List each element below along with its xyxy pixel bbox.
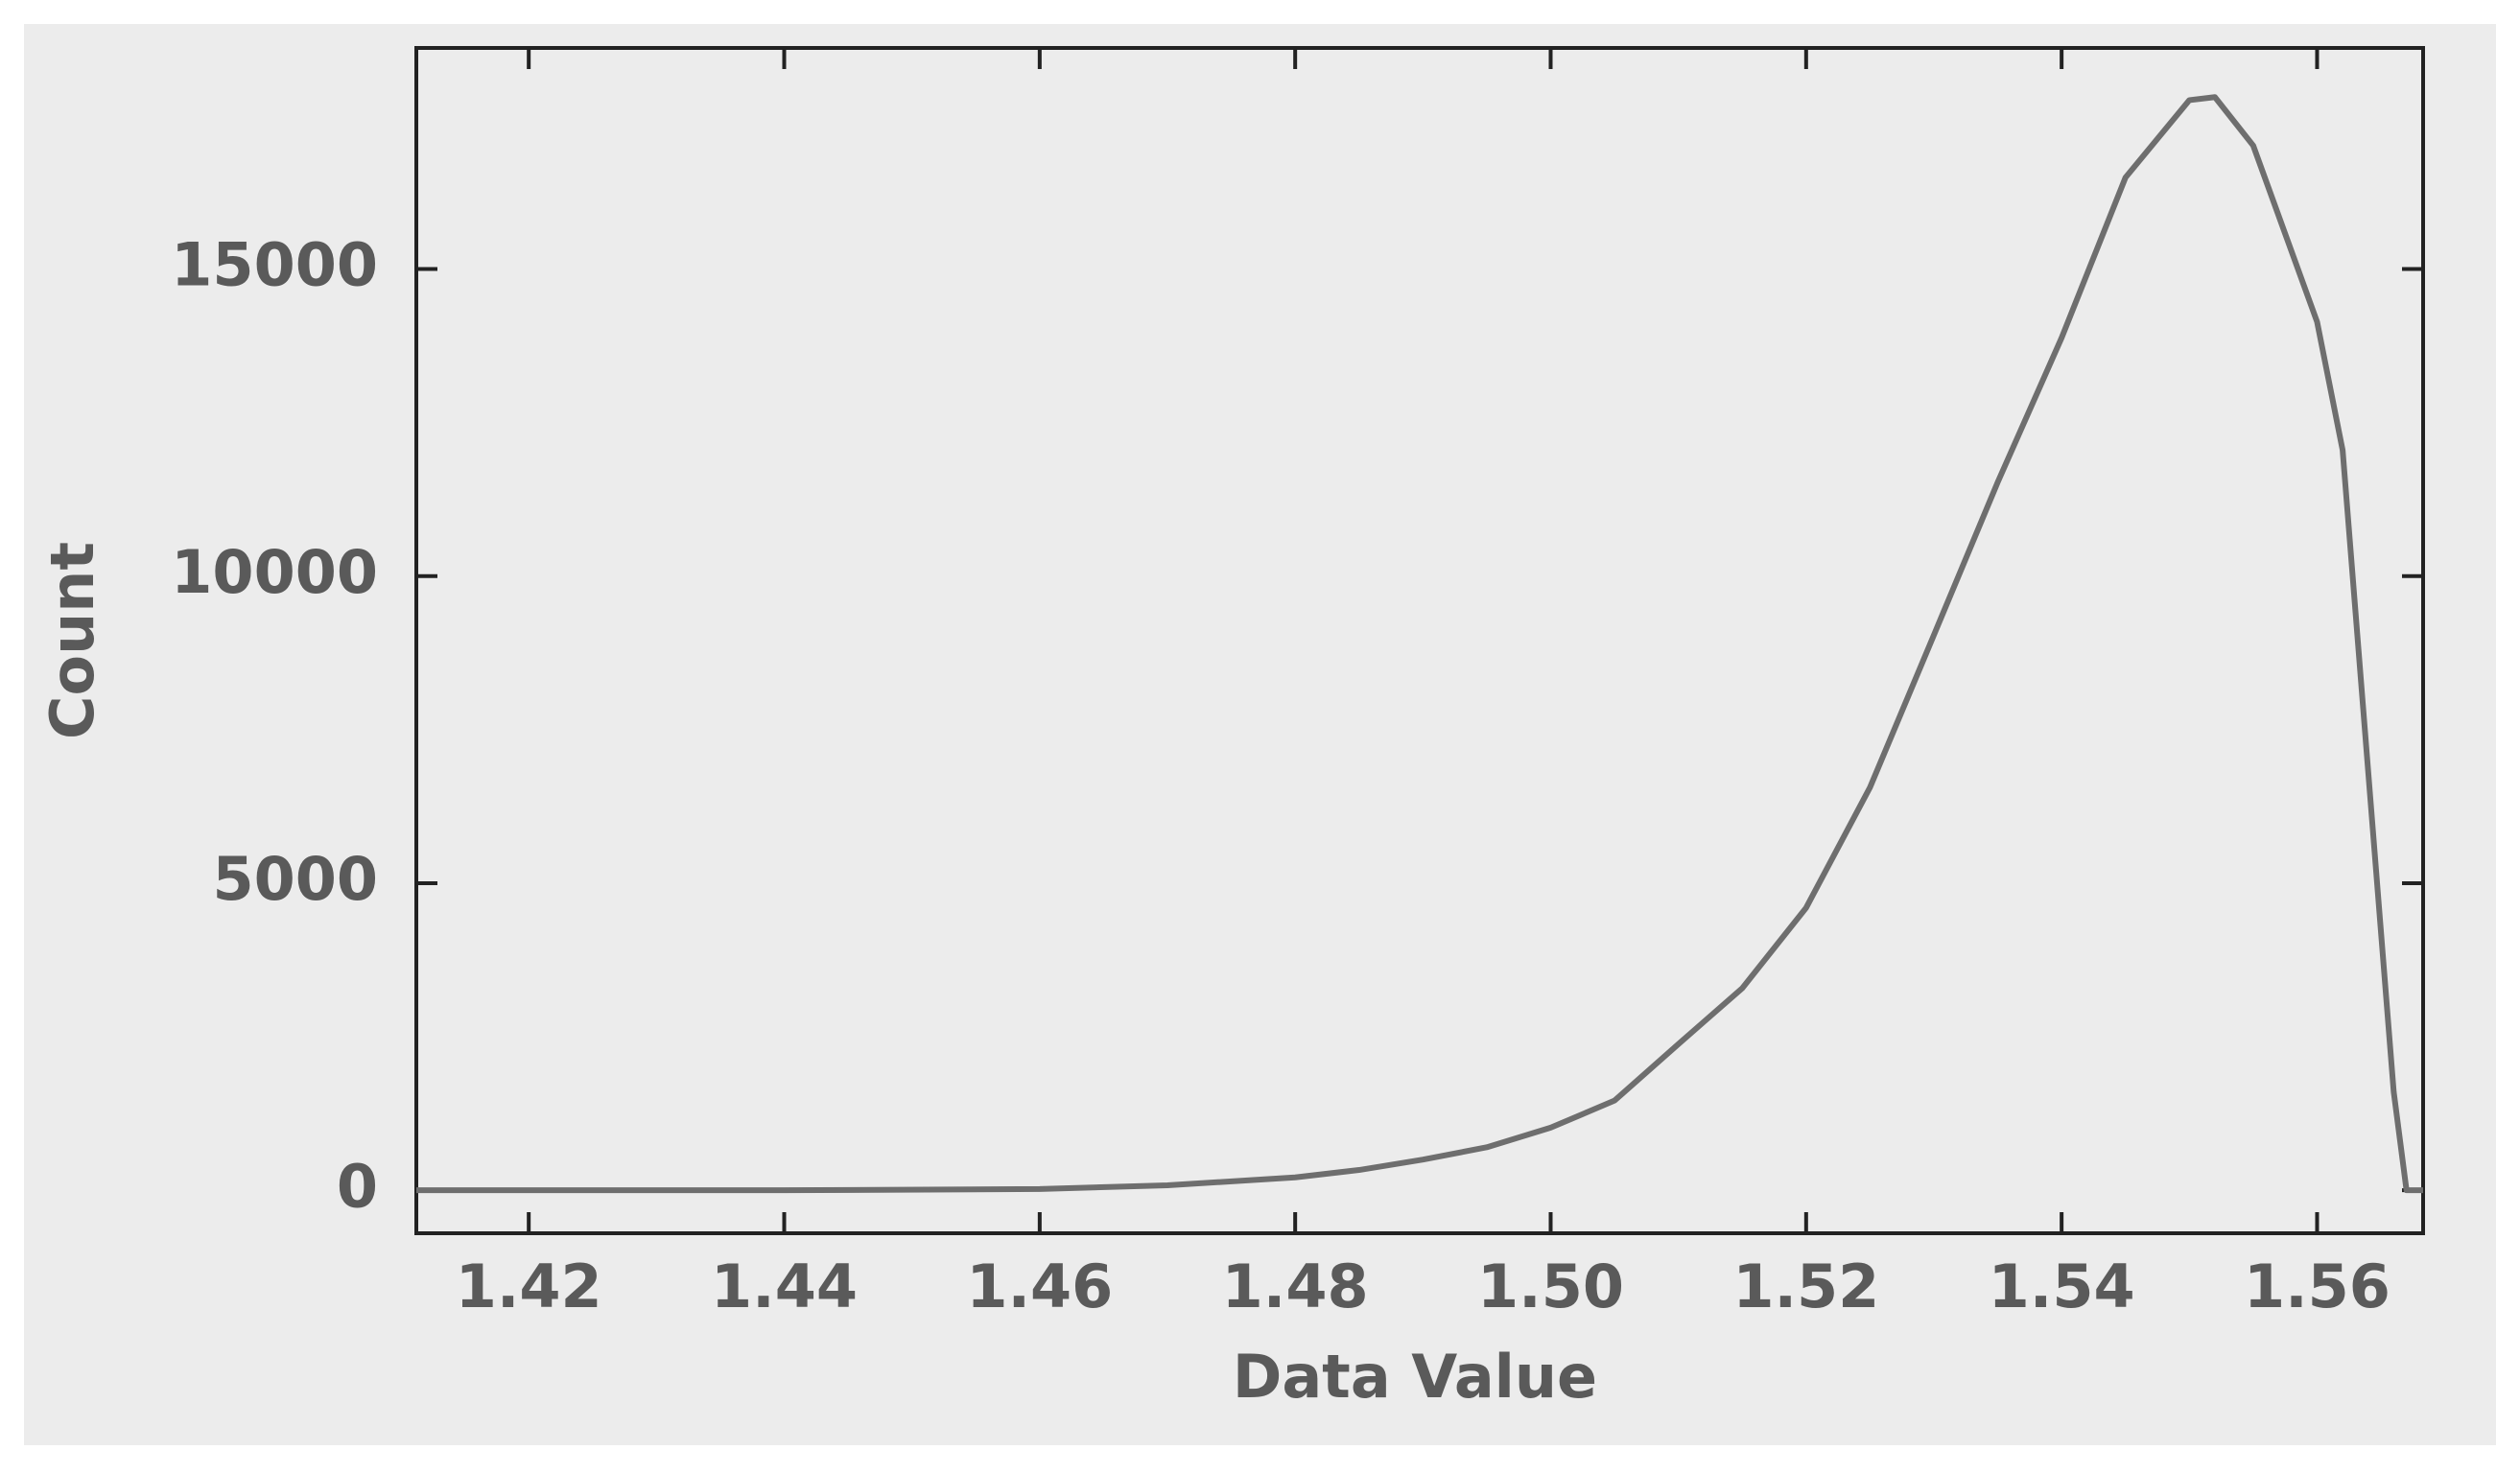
- x-tick-label: 1.48: [1222, 1251, 1369, 1321]
- panel: [24, 24, 2496, 1445]
- x-tick-label: 1.52: [1732, 1251, 1879, 1321]
- x-tick-label: 1.46: [966, 1251, 1113, 1321]
- y-tick-label: 0: [337, 1151, 378, 1221]
- x-axis-title: Data Value: [1233, 1342, 1597, 1412]
- x-tick-label: 1.54: [1989, 1251, 2135, 1321]
- x-tick-label: 1.44: [711, 1251, 858, 1321]
- plot-frame: [414, 46, 2425, 1235]
- x-tick-label: 1.56: [2244, 1251, 2390, 1321]
- data-line: [416, 94, 2423, 1194]
- y-tick-label: 5000: [212, 844, 378, 914]
- y-tick-label: 15000: [171, 230, 378, 300]
- x-tick-label: 1.42: [456, 1251, 602, 1321]
- x-tick-label: 1.50: [1477, 1251, 1624, 1321]
- y-axis-title: Count: [37, 542, 107, 739]
- y-tick-label: 10000: [171, 537, 378, 607]
